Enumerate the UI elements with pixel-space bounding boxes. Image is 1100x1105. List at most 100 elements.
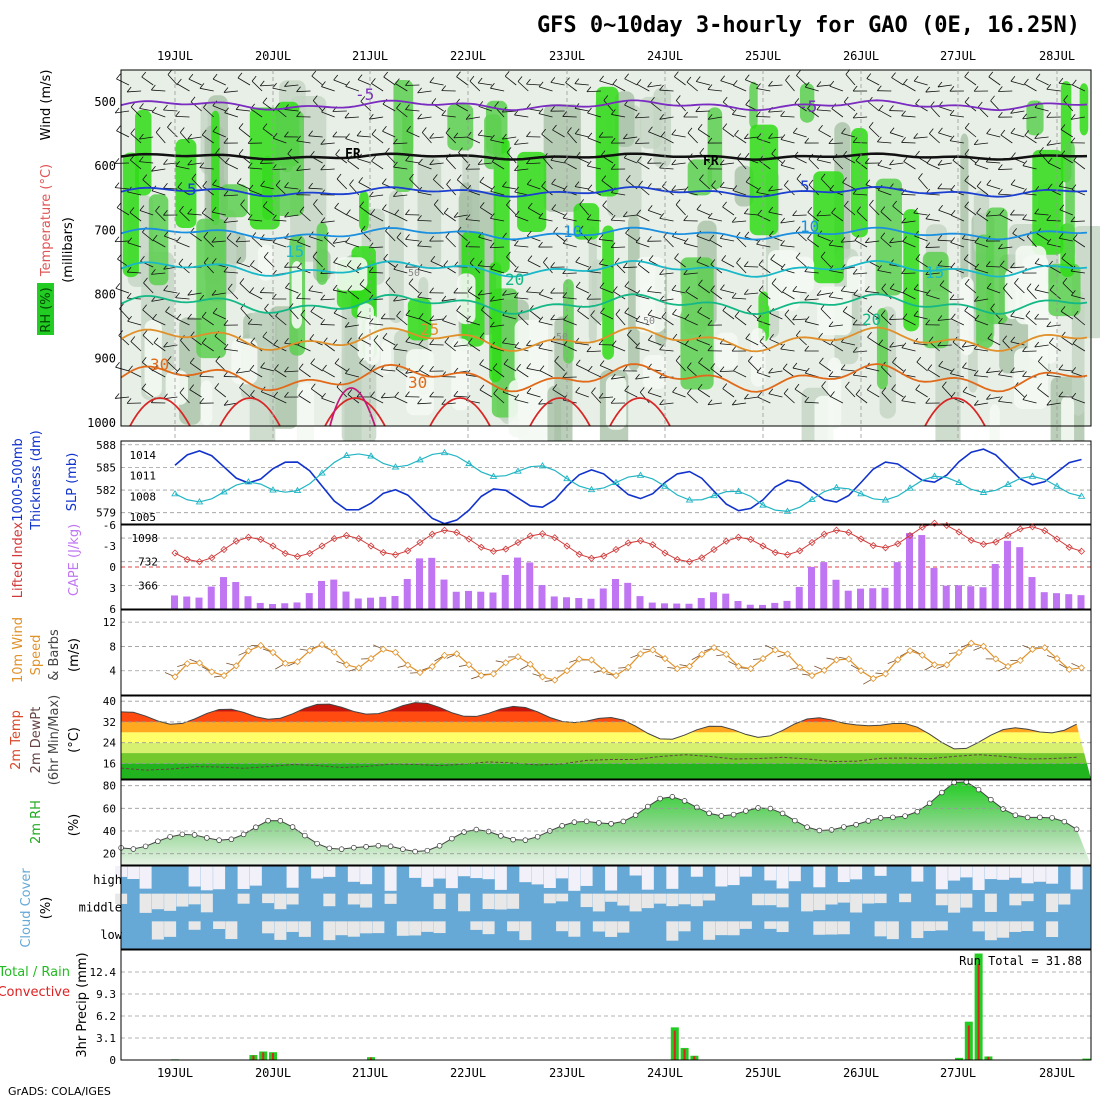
- wind-barb-flag: [115, 183, 119, 188]
- cloud-gap: [458, 866, 470, 876]
- cloud-gap: [936, 894, 948, 906]
- cloud-gap: [605, 894, 617, 902]
- rh-shade-moist: [876, 179, 902, 296]
- cloud-axis-label: Cloud Cover: [19, 868, 34, 948]
- date-label-top: 26JUL: [843, 49, 879, 63]
- date-label-bottom: 24JUL: [647, 1066, 683, 1080]
- cloud-gap: [581, 894, 593, 907]
- temp-tick: 40: [103, 695, 116, 708]
- rh-marker: [939, 790, 944, 795]
- cape-bar: [490, 592, 497, 609]
- cape-bar: [306, 593, 313, 609]
- rh-marker: [915, 809, 920, 814]
- date-label-top: 23JUL: [549, 49, 585, 63]
- rh-marker: [1025, 815, 1030, 820]
- temperature-contour-label: 30: [150, 355, 169, 374]
- cape-bar: [281, 603, 288, 609]
- cloud-gap: [262, 894, 274, 903]
- cape-bar: [710, 592, 717, 609]
- cloud-gap: [189, 866, 201, 886]
- cape-bar: [563, 597, 570, 609]
- rh-shade-moist: [275, 111, 304, 216]
- cloud-gap: [311, 866, 323, 878]
- rh-contour-label: 50: [643, 316, 655, 327]
- cloud-gap: [850, 866, 862, 879]
- rh-marker: [927, 801, 932, 806]
- cloud-gap: [875, 921, 887, 936]
- cloud-gap: [434, 866, 446, 879]
- cloud-level-label: middle: [79, 901, 122, 915]
- cloud-gap: [703, 894, 715, 901]
- cloud-gap: [544, 866, 556, 888]
- cape-bar: [196, 598, 203, 609]
- cloud-gap: [360, 894, 372, 908]
- cloud-gap: [1071, 866, 1083, 889]
- wind-barb: [297, 298, 311, 299]
- cloud-gap: [238, 866, 250, 889]
- cloud-gap: [985, 921, 997, 940]
- rh-marker: [817, 828, 822, 833]
- temp-band: [121, 763, 1091, 779]
- cape-bar: [722, 594, 729, 609]
- cape-bar: [1041, 592, 1048, 609]
- wind-barb: [224, 376, 238, 377]
- wind-barb-flag: [116, 126, 120, 131]
- rh-marker: [841, 825, 846, 830]
- cloud-gap: [1034, 866, 1046, 882]
- cloud-gap: [617, 921, 629, 932]
- date-label-bottom: 28JUL: [1039, 1066, 1075, 1080]
- rh-marker: [180, 832, 185, 837]
- cloud-gap: [936, 866, 948, 889]
- cloud-gap: [127, 866, 139, 879]
- rh-marker: [682, 799, 687, 804]
- thickness-tick: 579: [96, 507, 116, 520]
- wind-tick: 4: [109, 665, 116, 678]
- cloud-gap: [409, 921, 421, 935]
- rh-shade-dry: [381, 340, 391, 374]
- cape-tick: 1098: [132, 532, 159, 545]
- slp-axis-label: SLP (mb): [65, 453, 80, 512]
- rh-marker: [486, 829, 491, 834]
- rh-tick: 60: [103, 802, 116, 815]
- rh-marker: [609, 821, 614, 826]
- cloud-gap: [654, 894, 666, 904]
- cape-bar: [539, 585, 546, 609]
- rh-marker: [327, 846, 332, 851]
- cape-bar: [355, 598, 362, 609]
- cloud-gap: [997, 921, 1009, 937]
- precip-tick: 3.1: [96, 1032, 116, 1045]
- wind-barb-flag: [117, 203, 121, 208]
- rh-marker: [217, 838, 222, 843]
- lifted-index-tick: 6: [109, 603, 116, 616]
- cloud-gap: [911, 921, 923, 938]
- cloud-gap: [225, 921, 237, 939]
- cloud-gap: [666, 921, 678, 940]
- thickness-tick: 585: [96, 461, 116, 474]
- cape-bar: [220, 577, 227, 609]
- cloud-gap: [287, 894, 299, 905]
- date-label-bottom: 25JUL: [745, 1066, 781, 1080]
- cloud-gap: [360, 866, 372, 884]
- cloud-gap: [740, 921, 752, 929]
- cloud-gap: [1022, 921, 1034, 931]
- rh-marker: [866, 818, 871, 823]
- cape-bar: [588, 599, 595, 609]
- cape-bar: [245, 596, 252, 609]
- rh-shade-moist: [708, 107, 723, 189]
- slp-tick: 1005: [130, 511, 157, 524]
- cape-bar: [771, 603, 778, 609]
- cloud-gap: [568, 921, 580, 936]
- temperature-contour-label: 15: [925, 263, 944, 282]
- cloud-gap: [777, 866, 789, 888]
- cape-bar: [882, 588, 889, 609]
- rh-shade-dry: [768, 250, 800, 311]
- cloud-gap: [936, 921, 948, 930]
- cape-bar: [428, 558, 435, 609]
- precip-conv-bar: [252, 1056, 254, 1060]
- cloud-gap: [826, 921, 838, 934]
- cloud-gap: [777, 921, 789, 932]
- rh-marker: [302, 833, 307, 838]
- cloud-gap: [421, 866, 433, 887]
- cloud-gap: [323, 866, 335, 877]
